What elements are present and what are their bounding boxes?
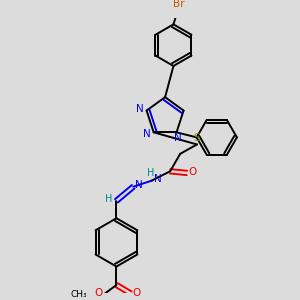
Text: H: H (147, 168, 155, 178)
Text: S: S (194, 133, 200, 143)
Text: N: N (135, 180, 143, 190)
Text: O: O (189, 167, 197, 177)
Text: N: N (174, 134, 182, 143)
Text: O: O (94, 288, 102, 298)
Text: CH₃: CH₃ (71, 290, 88, 299)
Text: N: N (154, 174, 161, 184)
Text: Br: Br (173, 0, 184, 9)
Text: H: H (105, 194, 113, 204)
Text: N: N (143, 129, 151, 139)
Text: O: O (132, 288, 140, 298)
Text: N: N (136, 104, 144, 114)
